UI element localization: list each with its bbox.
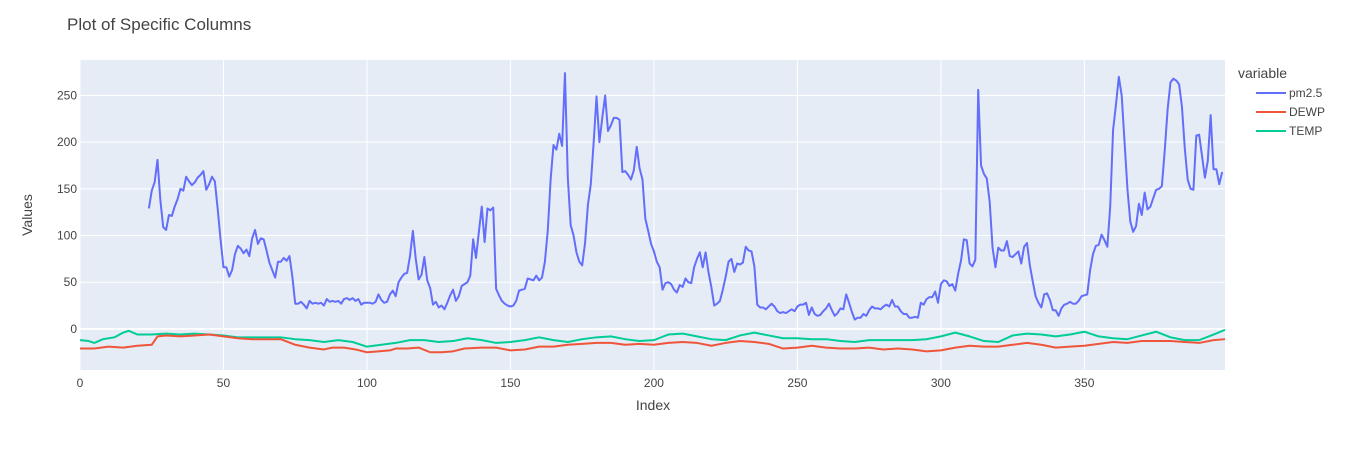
- legend-label: DEWP: [1289, 105, 1325, 119]
- y-tick-label: 100: [57, 229, 77, 243]
- x-tick-label: 0: [77, 376, 84, 390]
- legend-item[interactable]: pm2.5: [1256, 86, 1323, 100]
- y-axis-title: Values: [19, 194, 35, 236]
- x-axis-title: Index: [636, 397, 670, 413]
- y-tick-label: 200: [57, 135, 77, 149]
- legend-label: pm2.5: [1289, 86, 1323, 100]
- legend: variable pm2.5 DEWP TEMP: [1238, 65, 1325, 138]
- y-tick-label: 0: [70, 322, 77, 336]
- x-tick-label: 50: [217, 376, 231, 390]
- series-line-pm2-5: [147, 72, 1224, 321]
- legend-item[interactable]: DEWP: [1256, 105, 1325, 119]
- x-tick-label: 200: [644, 376, 664, 390]
- y-tick-label: 50: [64, 275, 78, 289]
- x-tick-label: 350: [1074, 376, 1094, 390]
- series-line-dewp: [80, 333, 1226, 354]
- x-tick-label: 100: [357, 376, 377, 390]
- legend-title: variable: [1238, 65, 1287, 81]
- chart-title: Plot of Specific Columns: [67, 15, 251, 34]
- x-tick-label: 250: [787, 376, 807, 390]
- x-tick-labels: 0 50 100 150 200 250 300 350: [77, 376, 1095, 390]
- legend-item[interactable]: TEMP: [1256, 124, 1322, 138]
- y-tick-label: 250: [57, 88, 77, 102]
- x-tick-label: 300: [931, 376, 951, 390]
- series-lines: [79, 72, 1226, 354]
- plot-background: [80, 60, 1225, 370]
- x-gridlines: [79, 60, 1085, 370]
- x-tick-label: 150: [500, 376, 520, 390]
- plot-area: [79, 60, 1226, 370]
- legend-label: TEMP: [1289, 124, 1322, 138]
- y-tick-labels: 0 50 100 150 200 250: [57, 88, 77, 335]
- y-tick-label: 150: [57, 182, 77, 196]
- y-gridlines: [80, 94, 1225, 330]
